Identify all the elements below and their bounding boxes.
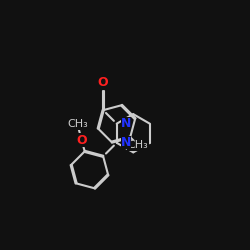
Text: N: N xyxy=(121,117,131,130)
Text: N: N xyxy=(121,136,131,149)
Text: CH₃: CH₃ xyxy=(128,140,148,150)
Text: CH₃: CH₃ xyxy=(67,119,88,129)
Text: O: O xyxy=(76,134,87,147)
Text: O: O xyxy=(98,76,108,90)
